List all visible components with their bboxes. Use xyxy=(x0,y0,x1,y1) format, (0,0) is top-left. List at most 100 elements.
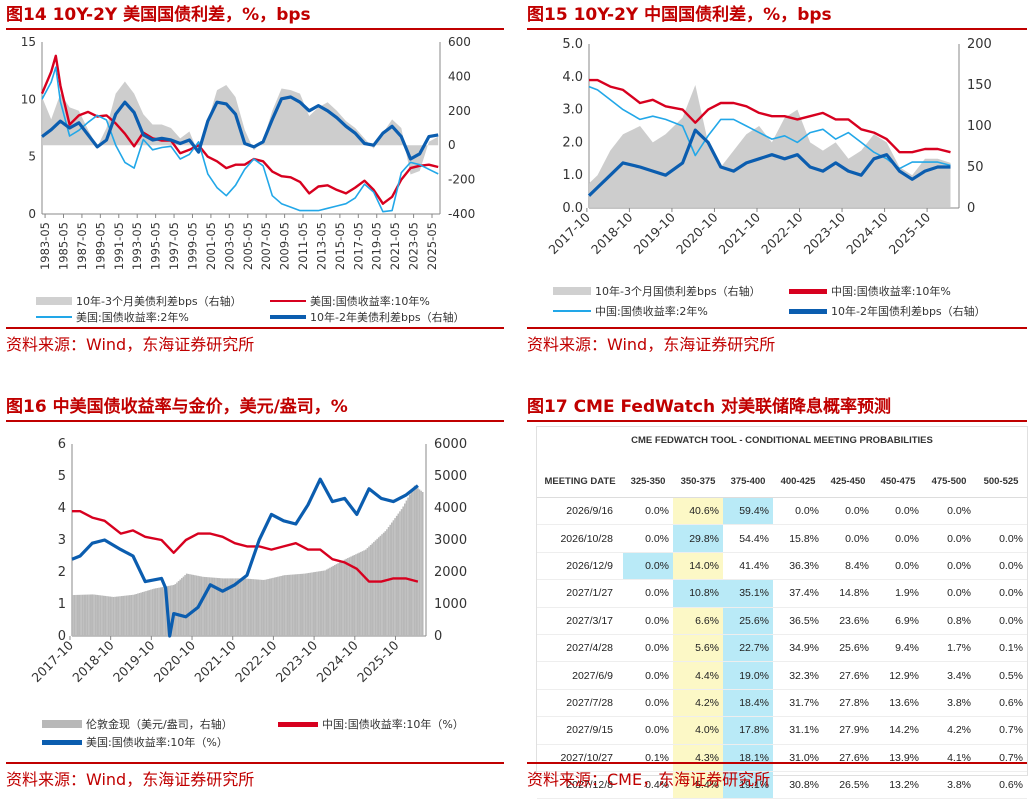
gold-bar xyxy=(374,540,377,636)
probability-cell: 32.3% xyxy=(773,661,823,690)
y-tick-left: 3 xyxy=(58,533,66,548)
gold-bar xyxy=(294,574,297,636)
x-tick-label: 1983-05 xyxy=(38,222,52,270)
gold-bar xyxy=(286,574,289,636)
gold-bar xyxy=(254,579,256,636)
gold-bar xyxy=(211,577,214,636)
x-tick-label: 2021-10 xyxy=(716,209,764,257)
gold-bar xyxy=(179,579,182,636)
meeting-date-cell: 2026/9/16 xyxy=(537,497,623,526)
probability-cell: 3.8% xyxy=(923,689,975,718)
legend-item: 10年-3个月美债利差bps（右轴） xyxy=(36,293,242,309)
gold-bar xyxy=(334,565,336,636)
y-tick-right: 0 xyxy=(967,201,975,216)
gold-bar xyxy=(138,593,141,636)
gold-bar xyxy=(99,595,102,636)
gold-bar xyxy=(143,591,146,636)
gold-bar xyxy=(153,588,155,636)
gold-bar xyxy=(176,582,178,636)
gold-bar xyxy=(309,572,312,636)
gold-bar xyxy=(124,595,126,636)
gold-bar xyxy=(290,574,292,636)
gold-bar xyxy=(268,578,271,636)
title-rule xyxy=(527,420,1027,422)
y-tick-right: 0 xyxy=(448,138,456,152)
x-tick-label: 2023-05 xyxy=(407,222,421,270)
gold-bar xyxy=(342,560,344,636)
probability-cell: 0.0% xyxy=(623,634,673,663)
gold-bar xyxy=(348,557,351,636)
series-line xyxy=(72,509,419,583)
gold-bar xyxy=(213,577,216,636)
legend-item: 美国:国债收益率:2年% xyxy=(36,309,189,325)
x-tick-label: 2025-10 xyxy=(354,637,402,685)
gold-bar xyxy=(355,554,357,636)
probability-cell: 4.2% xyxy=(673,689,723,718)
probability-cell: 9.4% xyxy=(873,634,923,663)
probability-cell: 0.0% xyxy=(873,524,923,553)
gold-bar xyxy=(86,594,89,636)
gold-bar xyxy=(418,489,421,636)
gold-bar xyxy=(364,549,367,636)
gold-bar xyxy=(410,491,413,636)
gold-bar xyxy=(135,593,138,636)
x-tick-label: 2023-10 xyxy=(273,637,321,685)
gold-bar xyxy=(317,571,320,636)
fedwatch-panel: 图17 CME FedWatch 对美联储降息概率预测 CME FEDWATCH… xyxy=(527,396,1028,799)
gold-bar xyxy=(106,596,108,636)
gold-bar xyxy=(98,595,100,636)
gold-bar xyxy=(145,591,147,636)
probability-cell: 0.8% xyxy=(923,607,975,635)
gold-bar xyxy=(368,546,370,636)
gold-bar xyxy=(85,594,87,636)
gold-bar xyxy=(185,573,188,636)
gold-bar xyxy=(421,492,424,636)
gold-bar xyxy=(177,581,180,636)
chart-title: 图14 10Y-2Y 美国国债利差，%，bps xyxy=(6,5,311,25)
probability-cell: 59.4% xyxy=(723,497,773,526)
gold-bar xyxy=(80,594,82,636)
probability-cell: 1.9% xyxy=(873,579,923,608)
meeting-date-cell: 2027/4/28 xyxy=(537,634,623,663)
probability-cell: 0.0% xyxy=(623,579,673,608)
x-tick-label: 2018-10 xyxy=(588,209,636,257)
probability-cell: 36.3% xyxy=(773,552,823,581)
gold-bar xyxy=(301,573,304,636)
y-tick-right: 1000 xyxy=(434,597,467,612)
y-tick-left: 3.0 xyxy=(562,103,583,118)
gold-bar xyxy=(114,596,116,636)
probability-cell: 4.0% xyxy=(673,716,723,745)
legend-item: 中国:国债收益率:10年（%） xyxy=(278,716,464,732)
chart-panel-cn-spread: 图15 10Y-2Y 中国国债利差，%，bps 5.0 4.0 3.0 2.0 1.0 0… xyxy=(527,4,1027,356)
probability-cell: 0.0% xyxy=(873,552,923,581)
source-rule xyxy=(6,762,504,764)
gold-bar xyxy=(239,578,242,636)
probability-cell: 27.6% xyxy=(823,744,873,772)
gold-bar xyxy=(158,587,160,636)
gold-bar xyxy=(76,594,79,636)
x-tick-label: 1993-05 xyxy=(130,222,144,270)
x-tick-label: 2018-10 xyxy=(69,637,117,685)
probability-cell: 0.0% xyxy=(975,579,1027,608)
probability-cell: 22.7% xyxy=(723,634,773,663)
x-tick-label: 1989-05 xyxy=(93,222,107,270)
probability-cell: 31.7% xyxy=(773,689,823,718)
fedwatch-title: CME FEDWATCH TOOL - CONDITIONAL MEETING … xyxy=(631,435,933,446)
gold-bar xyxy=(324,570,326,636)
gold-bar xyxy=(223,578,225,636)
table-header-cell: 450-475 xyxy=(873,465,923,498)
table-header-cell: 375-400 xyxy=(723,465,773,498)
probability-cell: 27.9% xyxy=(823,716,873,745)
gold-bar xyxy=(361,551,364,636)
probability-cell: 0.0% xyxy=(623,524,673,553)
gold-bar xyxy=(399,511,401,636)
x-tick-label: 2015-05 xyxy=(333,222,347,270)
table-header-cell: 475-500 xyxy=(923,465,975,498)
gold-bar xyxy=(83,594,85,636)
legend-item: 中国:国债收益率:10年% xyxy=(789,283,951,299)
gold-bar xyxy=(163,586,165,636)
gold-bar xyxy=(94,594,97,636)
gold-bar xyxy=(207,577,209,636)
gold-bar xyxy=(382,532,385,636)
probability-cell: 6.6% xyxy=(673,607,723,635)
